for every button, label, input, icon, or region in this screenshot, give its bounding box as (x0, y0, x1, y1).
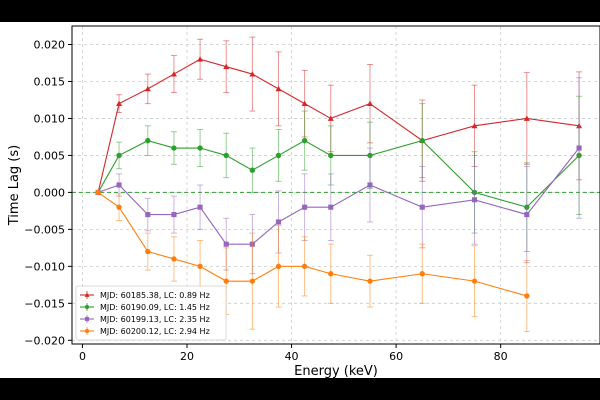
triangle-marker (523, 115, 530, 121)
legend-entry: MJD: 60190.09, LC: 1.45 Hz (80, 303, 210, 312)
series-line (97, 139, 580, 208)
legend-entry: MJD: 60199.13, LC: 2.35 Hz (80, 315, 210, 324)
series-line (97, 58, 580, 193)
triangle-marker (223, 63, 230, 70)
legend-label: MJD: 60200.12, LC: 2.94 Hz (100, 327, 210, 336)
y-axis-label: Time Lag (s) (7, 145, 22, 226)
circle-marker (84, 328, 90, 334)
x-tick-label: 20 (180, 350, 194, 363)
circle-marker (171, 256, 177, 262)
circle-marker (524, 293, 530, 299)
triangle-marker (366, 100, 373, 107)
x-tick-label: 40 (285, 350, 299, 363)
square-marker (84, 316, 90, 322)
square-marker (145, 212, 151, 218)
circle-marker (145, 248, 151, 255)
circle-marker (197, 263, 203, 270)
square-marker (471, 197, 478, 203)
x-tick-label: 0 (79, 350, 86, 363)
series-1 (95, 36, 583, 195)
circle-marker (275, 263, 282, 270)
circle-marker (328, 271, 334, 277)
circle-marker (116, 204, 122, 210)
x-axis-label: Energy (keV) (294, 364, 378, 378)
triangle-marker (84, 292, 90, 297)
legend-label: MJD: 60185.38, LC: 0.89 Hz (100, 291, 210, 300)
square-marker (328, 204, 334, 210)
triangle-marker (144, 85, 151, 92)
circle-marker (223, 152, 229, 159)
y-tick-label: 0.015 (34, 75, 66, 88)
square-marker (524, 212, 530, 218)
y-tick-label: 0.020 (34, 38, 66, 51)
square-marker (275, 219, 282, 225)
legend-entry: MJD: 60200.12, LC: 2.94 Hz (80, 327, 210, 336)
circle-marker (471, 278, 478, 284)
circle-marker (171, 145, 177, 151)
circle-marker (301, 137, 308, 144)
y-tick-label: −0.005 (24, 223, 65, 236)
circle-marker (249, 167, 256, 173)
square-marker (419, 204, 425, 210)
circle-marker (328, 152, 334, 159)
y-tick-label: 0.005 (34, 149, 66, 162)
circle-marker (301, 263, 308, 270)
triangle-marker (170, 71, 177, 77)
square-marker (302, 204, 308, 210)
square-marker (197, 204, 203, 210)
triangle-marker (275, 85, 282, 92)
data-series (95, 36, 583, 332)
series-line (97, 191, 527, 297)
time-lag-chart: 0 20 40 60 80 −0.020 −0.015 −0.010 −0.005 0.000 0.… (7, 25, 600, 378)
square-marker (116, 182, 122, 188)
y-tick-label: −0.015 (24, 297, 65, 310)
square-marker (223, 241, 229, 247)
x-tick-label: 60 (389, 350, 403, 363)
plot-frame (71, 25, 600, 345)
circle-marker (145, 137, 151, 144)
square-marker (171, 212, 177, 218)
circle-marker (95, 189, 101, 196)
legend: MJD: 60185.38, LC: 0.89 Hz MJD: 60190.09,… (75, 285, 227, 341)
y-tick-label: 0.000 (34, 186, 66, 199)
series-3 (95, 77, 583, 275)
circle-marker (419, 271, 425, 277)
legend-label: MJD: 60190.09, LC: 1.45 Hz (100, 303, 210, 312)
series-2 (95, 95, 583, 253)
circle-marker (84, 304, 90, 310)
y-tick-label: −0.020 (24, 334, 65, 347)
circle-marker (275, 152, 282, 159)
circle-marker (419, 137, 425, 144)
series-4 (95, 189, 530, 332)
legend-box (75, 285, 227, 341)
square-marker (367, 182, 373, 188)
triangle-marker (197, 56, 204, 62)
circle-marker (197, 145, 203, 151)
triangle-marker (327, 115, 334, 121)
circle-marker (223, 278, 229, 284)
legend-label: MJD: 60199.13, LC: 2.35 Hz (100, 315, 210, 324)
triangle-marker (116, 100, 123, 107)
legend-entry: MJD: 60185.38, LC: 0.89 Hz (80, 291, 210, 300)
x-tick-label: 80 (494, 350, 508, 363)
triangle-marker (471, 122, 478, 129)
y-tick-label: −0.010 (24, 260, 65, 273)
triangle-marker (249, 71, 256, 77)
triangle-marker (301, 100, 308, 107)
y-tick-label: 0.010 (34, 112, 66, 125)
circle-marker (116, 152, 122, 159)
circle-marker (367, 278, 373, 284)
axis-ticks: 0 20 40 60 80 −0.020 −0.015 −0.010 −0.005 0.000 0.… (24, 38, 507, 363)
circle-marker (249, 278, 256, 284)
square-marker (576, 145, 582, 151)
chart-figure: 0 20 40 60 80 −0.020 −0.015 −0.010 −0.005 0.000 0.… (0, 22, 600, 378)
